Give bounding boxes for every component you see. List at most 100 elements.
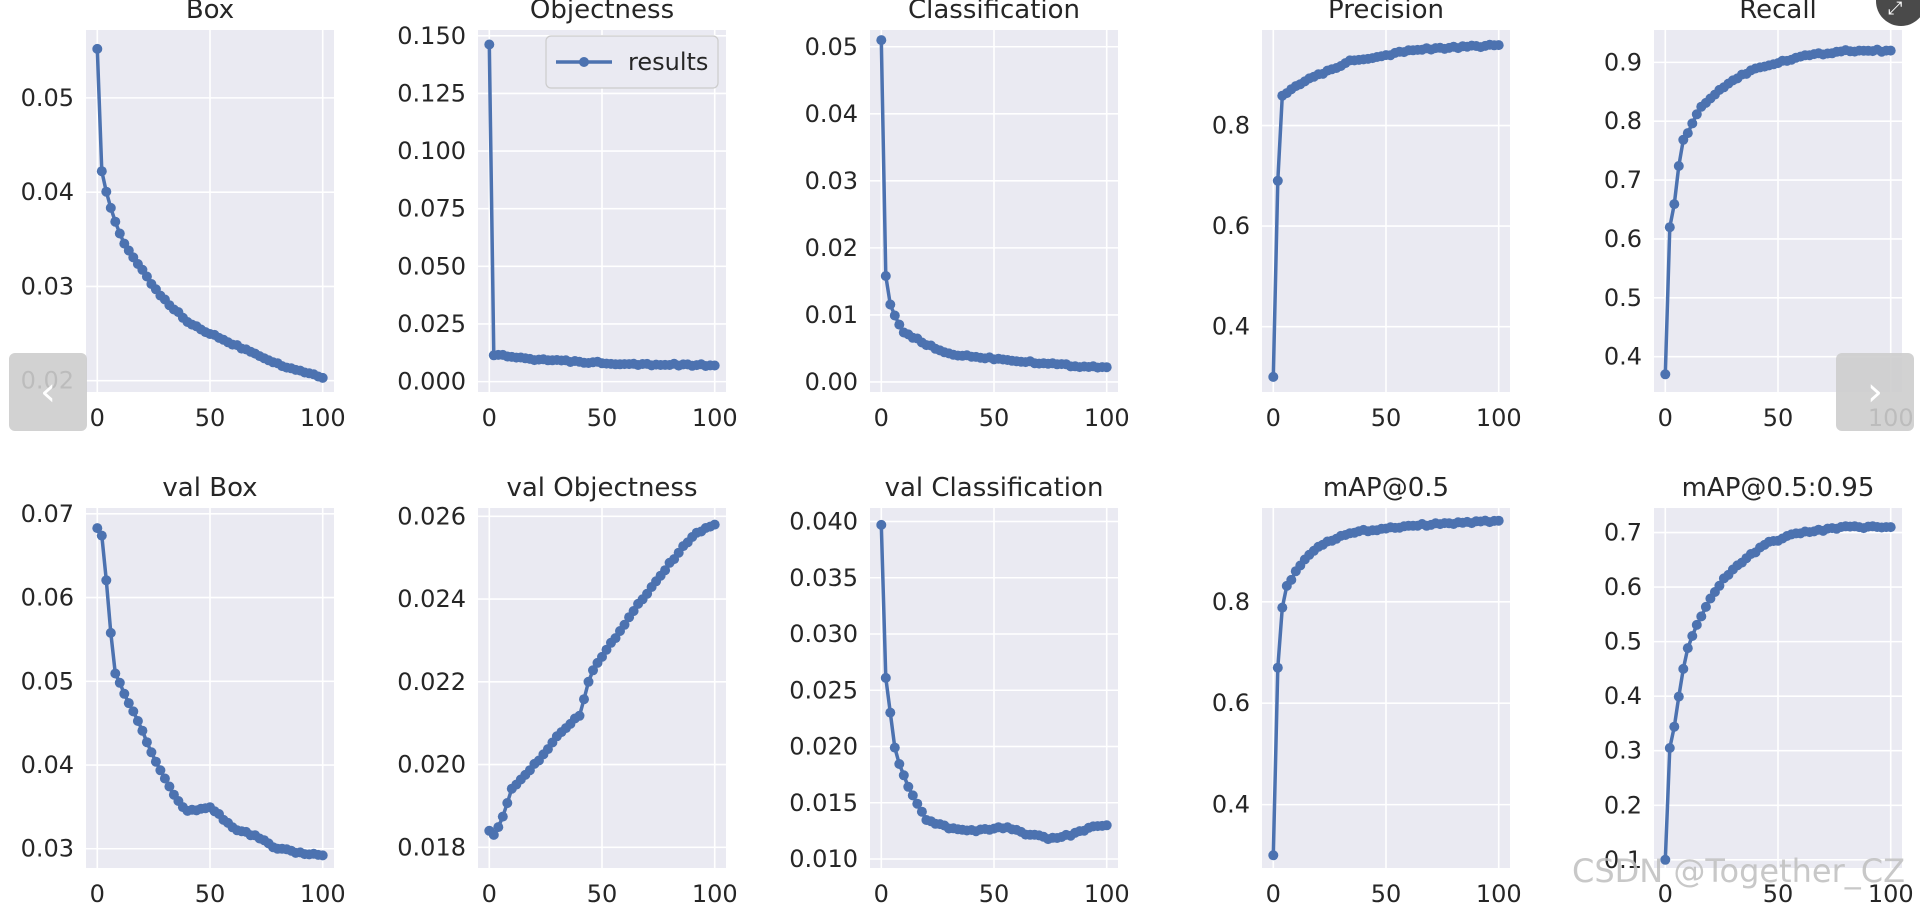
- data-point: [889, 742, 900, 753]
- data-point: [660, 565, 671, 576]
- data-point: [1493, 515, 1504, 526]
- x-tick-label: 50: [195, 404, 226, 432]
- data-point: [96, 530, 107, 541]
- data-point: [123, 698, 134, 709]
- y-tick-label: 0.04: [21, 751, 74, 779]
- x-tick-label: 50: [979, 880, 1010, 904]
- y-tick-label: 0.6: [1604, 573, 1642, 601]
- data-point: [1669, 199, 1680, 210]
- data-point: [114, 677, 125, 688]
- y-tick-label: 0.1: [1604, 846, 1642, 874]
- y-tick-label: 0.024: [397, 585, 466, 613]
- y-tick-label: 0.125: [397, 79, 466, 107]
- data-point: [610, 633, 621, 644]
- x-tick-label: 100: [1084, 404, 1130, 432]
- chart-title: Classification: [908, 0, 1080, 25]
- data-point: [880, 271, 891, 281]
- x-tick-label: 100: [692, 404, 738, 432]
- data-point: [1687, 631, 1698, 641]
- y-tick-label: 0.025: [789, 676, 858, 704]
- y-tick-label: 0.4: [1604, 682, 1642, 710]
- data-point: [132, 716, 143, 726]
- y-tick-label: 0.8: [1212, 112, 1250, 140]
- data-point: [1700, 601, 1711, 612]
- data-point: [903, 781, 914, 792]
- y-tick-label: 0.022: [397, 668, 466, 696]
- x-tick-label: 50: [1371, 404, 1402, 432]
- data-point: [1272, 175, 1283, 186]
- data-point: [1678, 663, 1689, 674]
- y-tick-label: 0.5: [1604, 284, 1642, 312]
- y-tick-label: 0.3: [1604, 737, 1642, 765]
- y-tick-label: 0.05: [805, 33, 858, 61]
- chart-title: val Objectness: [506, 473, 697, 503]
- next-image-button[interactable]: ›: [1836, 353, 1914, 431]
- y-tick-label: 0.03: [805, 167, 858, 195]
- y-tick-label: 0.018: [397, 833, 466, 861]
- data-point: [484, 39, 495, 50]
- y-tick-label: 0.8: [1604, 107, 1642, 135]
- data-point: [894, 319, 905, 330]
- y-tick-label: 0.050: [397, 252, 466, 280]
- data-point: [588, 665, 598, 676]
- y-tick-label: 0.6: [1212, 689, 1250, 717]
- x-tick-label: 100: [1476, 880, 1522, 904]
- data-point: [497, 811, 508, 822]
- y-tick-label: 0.035: [789, 564, 858, 592]
- x-tick-label: 50: [195, 880, 226, 904]
- y-tick-label: 0.030: [789, 620, 858, 648]
- chart-title: mAP@0.5: [1323, 473, 1449, 503]
- y-tick-label: 0.00: [805, 368, 858, 396]
- chart-panel: 0 50 100 0.00 0.01 0.02 0.03 0.04 0.05 Classifica…: [805, 0, 1130, 432]
- chart-panel: 0 50 100 0.1 0.2 0.3 0.4 0.5 0.6 0.7 mAP@0.5:0.95: [1604, 473, 1914, 904]
- y-tick-label: 0.6: [1212, 212, 1250, 240]
- chart-title: val Box: [162, 473, 257, 503]
- x-tick-label: 100: [692, 880, 738, 904]
- chart-title: val Classification: [885, 473, 1104, 503]
- data-point: [1682, 643, 1693, 654]
- data-point: [128, 706, 139, 717]
- y-tick-label: 0.015: [789, 789, 858, 817]
- data-point: [1660, 854, 1671, 865]
- y-tick-label: 0.9: [1604, 48, 1642, 76]
- data-point: [1272, 662, 1283, 673]
- y-tick-label: 0.040: [789, 508, 858, 536]
- data-point: [105, 202, 116, 213]
- chart-panel: 0 50 100 0.03 0.04 0.05 0.06 0.07 val Box: [21, 473, 346, 904]
- data-point: [898, 770, 909, 781]
- x-tick-label: 100: [1868, 880, 1914, 904]
- data-point: [110, 668, 121, 679]
- data-point: [1101, 820, 1112, 831]
- data-point: [1687, 118, 1698, 129]
- data-point: [579, 694, 589, 705]
- data-point: [885, 707, 896, 718]
- previous-image-button[interactable]: ‹: [9, 353, 87, 431]
- data-point: [907, 790, 918, 801]
- x-tick-label: 0: [482, 880, 497, 904]
- data-point: [317, 372, 328, 383]
- y-tick-label: 0.03: [21, 835, 74, 863]
- chart-panel: 0 50 100 0.010 0.015 0.020 0.025 0.030 0.035 0.04…: [789, 473, 1129, 904]
- y-tick-label: 0.010: [789, 845, 858, 873]
- data-point: [101, 186, 112, 197]
- data-point: [1664, 743, 1675, 753]
- data-point: [488, 829, 499, 840]
- chevron-left-icon: ‹: [40, 369, 56, 415]
- data-point: [155, 765, 166, 776]
- x-tick-label: 0: [874, 880, 889, 904]
- chart-title: Objectness: [530, 0, 674, 25]
- y-tick-label: 0.150: [397, 22, 466, 50]
- data-point: [1268, 850, 1279, 861]
- data-point: [889, 310, 900, 321]
- data-point: [1277, 602, 1288, 613]
- x-tick-label: 0: [1266, 404, 1281, 432]
- data-point: [1691, 109, 1702, 120]
- y-tick-label: 0.04: [21, 178, 74, 206]
- expand-icon: ⤢: [1888, 0, 1903, 19]
- y-tick-label: 0.05: [21, 667, 74, 695]
- data-point: [1673, 691, 1684, 702]
- y-tick-label: 0.03: [21, 272, 74, 300]
- data-point: [92, 43, 103, 54]
